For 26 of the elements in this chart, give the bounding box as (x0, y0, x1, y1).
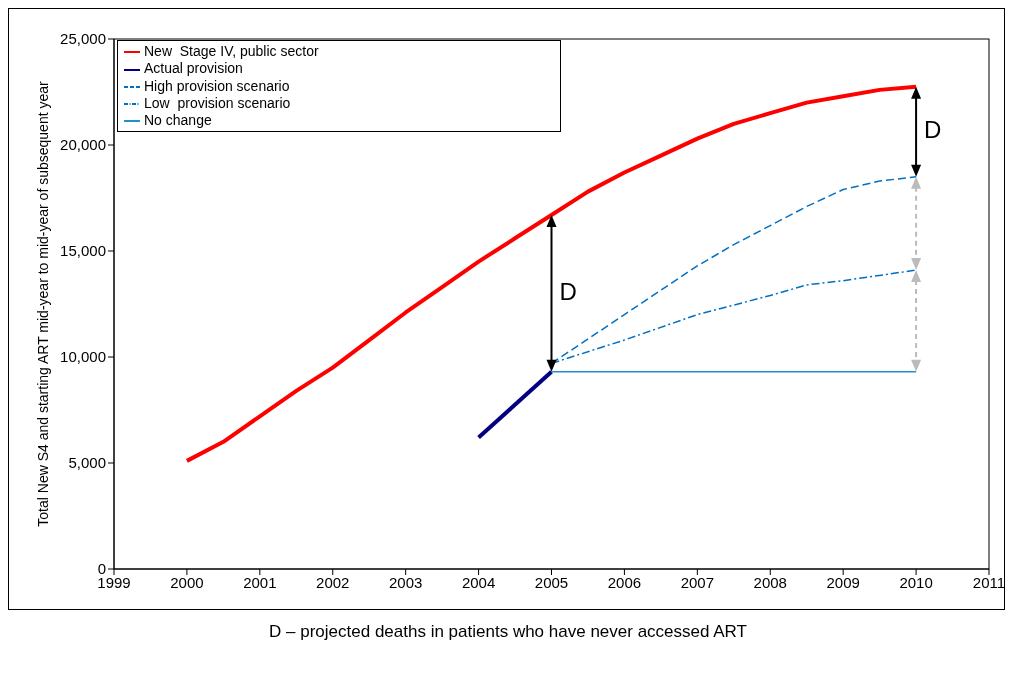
legend-label: New Stage IV, public sector (144, 43, 319, 59)
x-tick-label: 2003 (388, 573, 423, 591)
x-tick-label: 2004 (461, 573, 496, 591)
x-tick-label: 2002 (316, 573, 350, 591)
x-tick-label: 2000 (170, 573, 204, 591)
y-tick-label: 25,000 (60, 30, 106, 48)
legend-label: Low provision scenario (144, 94, 291, 111)
legend-label: No change (144, 112, 212, 129)
x-tick-label: 2001 (243, 573, 277, 591)
legend-label: High provision scenario (144, 77, 290, 94)
y-tick-label: 20,000 (60, 136, 106, 154)
x-tick-label: 2009 (826, 573, 860, 591)
x-tick-label: 2010 (899, 573, 933, 591)
x-tick-label: 2008 (753, 573, 787, 591)
y-tick-label: 5,000 (68, 454, 106, 472)
x-tick-label: 2006 (607, 573, 642, 591)
y-tick-label: 10,000 (60, 348, 106, 366)
y-tick-label: 15,000 (60, 242, 106, 260)
text: D – projected deaths in patients who have never accessed ART (268, 622, 748, 642)
annotation: D (559, 277, 577, 305)
x-tick-label: 2011 (972, 573, 1006, 591)
y-axis-title: Total New S4 and starting ART mid-year to mid-year of subsequent year (35, 80, 51, 527)
x-tick-label: 2005 (534, 573, 569, 591)
x-tick-label: 2007 (680, 573, 715, 591)
legend-label: Actual provision (144, 60, 243, 77)
annotation: D (924, 116, 942, 144)
